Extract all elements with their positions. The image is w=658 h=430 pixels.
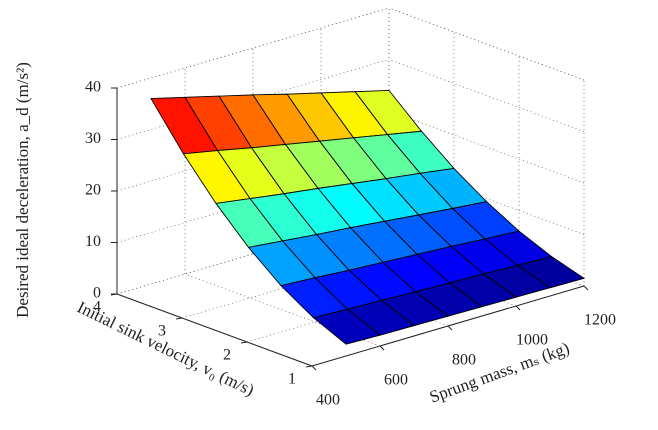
y-tick-label: 2 [223, 347, 231, 364]
grid-line [388, 59, 585, 132]
y-tick-label: 3 [158, 323, 166, 340]
y-tick [175, 317, 183, 320]
grid-line [116, 59, 390, 140]
z-axis-label: Desired ideal deceleration, a_d (m/s²) [13, 62, 32, 318]
surface-face [312, 308, 381, 345]
z-tick-label: 0 [93, 285, 101, 302]
y-tick-label: 4 [93, 299, 101, 316]
y-axis [116, 293, 313, 367]
y-tick [240, 341, 248, 344]
axes: 400 600 800 1000 1200 1 2 3 40 10 20 30 40 [85, 79, 616, 409]
x-tick-label: 600 [384, 372, 408, 389]
x-tick [379, 345, 385, 351]
x-tick [311, 365, 317, 371]
x-tick [515, 305, 521, 311]
y-tick [305, 365, 313, 368]
z-tick-label: 30 [85, 130, 101, 147]
z-tick-label: 40 [85, 79, 101, 96]
x-axis-label: Sprung mass, mₛ (kg) [427, 338, 572, 406]
z-tick-label: 10 [85, 233, 101, 250]
y-tick-label: 1 [288, 371, 296, 388]
surface [150, 89, 586, 345]
x-tick [583, 285, 589, 291]
box-edge [116, 7, 390, 89]
x-tick-label: 400 [316, 392, 340, 409]
x-tick-label: 800 [452, 352, 476, 369]
z-tick-label: 20 [85, 182, 101, 199]
x-tick [447, 325, 453, 331]
x-tick-label: 1200 [584, 312, 616, 329]
x-tick-label: 1000 [516, 332, 548, 349]
box-edge [388, 7, 585, 81]
